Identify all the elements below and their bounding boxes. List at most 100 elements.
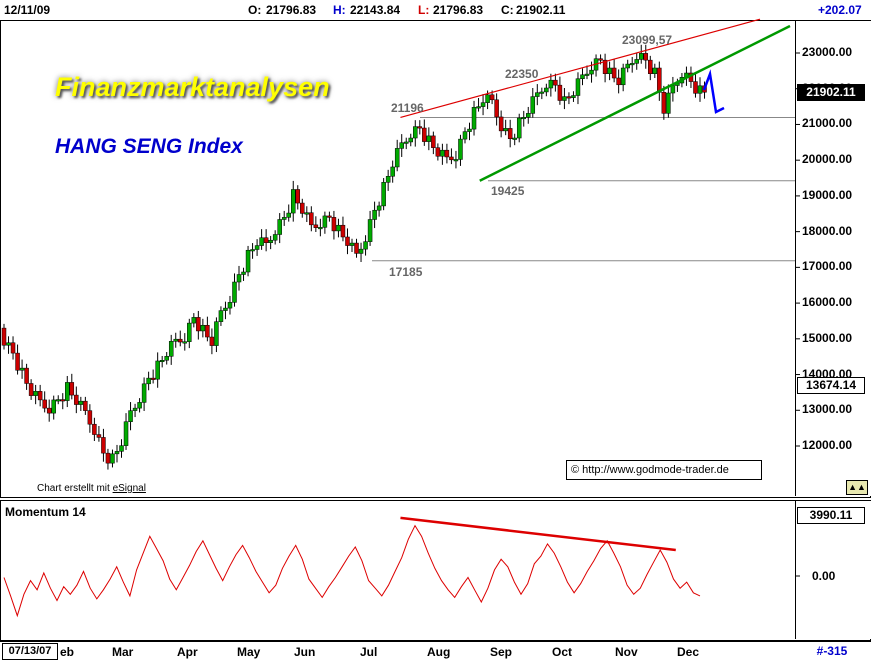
candle-up [232, 281, 237, 303]
candle-up [227, 302, 233, 309]
start-date-box[interactable]: 07/13/07 [2, 643, 58, 660]
candle-up [78, 400, 84, 405]
candle-up [403, 141, 409, 144]
candle-up [182, 341, 188, 344]
candle-up [467, 128, 472, 132]
candle-down [693, 81, 698, 94]
high-value: 22143.84 [350, 3, 401, 17]
candle-up [625, 63, 630, 69]
candle-down [74, 394, 79, 405]
candle-down [87, 410, 93, 425]
candle-up [512, 137, 517, 140]
candle-down [661, 92, 667, 114]
candle-up [191, 317, 197, 324]
candle-up [394, 148, 400, 168]
candle-down [46, 407, 52, 414]
candle-down [24, 367, 29, 384]
candle-up [33, 391, 38, 396]
candle-up [462, 131, 468, 140]
candle-up [304, 212, 310, 215]
candle-down [83, 400, 88, 411]
candle-up [245, 249, 251, 273]
price-tick-label: 16000.00 [802, 295, 853, 310]
candle-up [458, 138, 463, 160]
momentum-line [3, 524, 701, 618]
momentum-axis[interactable] [795, 501, 871, 639]
candle-up [173, 338, 178, 342]
candle-up [218, 310, 224, 322]
momentum-zero-label: 0.00 [812, 569, 836, 583]
momentum-upper-box: 3990.11 [797, 507, 865, 524]
candle-up [114, 451, 120, 455]
candle-up [372, 209, 377, 220]
candle-up [666, 92, 671, 114]
candle-down [611, 67, 617, 79]
candle-up [19, 367, 25, 371]
candle-up [580, 74, 585, 79]
price-panel[interactable] [0, 20, 871, 498]
scale-toggle-icon[interactable]: ▲▲ [846, 480, 868, 495]
month-label: Dec [677, 645, 700, 659]
candle-up [250, 249, 255, 252]
candle-down [657, 67, 662, 93]
candle-down [340, 224, 346, 238]
candle-up [575, 78, 581, 96]
price-tick-label: 23000.00 [802, 45, 853, 59]
candle-down [494, 99, 499, 118]
candle-up [290, 189, 296, 214]
candle-down [150, 377, 156, 380]
main-title: Finanzmarktanalysen [55, 72, 330, 102]
candle-up [453, 159, 459, 162]
candle-up [281, 217, 287, 220]
copyright-box: © http://www.godmode-trader.de [566, 460, 762, 480]
candle-up [187, 322, 192, 342]
candle-up [286, 212, 291, 218]
low-value: 21796.83 [433, 3, 484, 17]
month-label: Sep [490, 645, 513, 659]
candle-down [105, 452, 111, 464]
open-value: 21796.83 [266, 3, 317, 17]
candle-down [37, 391, 43, 401]
esignal-link[interactable]: eSignal [112, 483, 146, 494]
candle-up [137, 402, 142, 409]
candle-up [159, 360, 165, 363]
candle-up [584, 73, 590, 76]
candle-down [489, 94, 495, 101]
candle-down [28, 383, 34, 396]
last-price-box: 21902.11 [797, 84, 865, 101]
candle-down [449, 156, 454, 161]
candle-up [480, 102, 486, 107]
candle-up [697, 85, 703, 94]
candle-up [277, 219, 282, 235]
candle-down [345, 236, 350, 246]
price-marker-box: 13674.14 [797, 377, 865, 394]
month-label: Aug [427, 645, 451, 659]
annotation-21196: 21196 [391, 101, 424, 115]
candle-up [141, 383, 147, 403]
candle-down [196, 317, 201, 332]
time-axis[interactable] [0, 641, 871, 664]
candle-up [223, 307, 228, 311]
candle-up [349, 242, 355, 246]
month-label: Jul [360, 645, 378, 659]
annotation-23099: 23099,57 [622, 33, 673, 47]
candle-down [42, 399, 47, 409]
candle-up [385, 176, 391, 183]
price-tick-label: 18000.00 [802, 223, 853, 238]
price-tick-label: 12000.00 [802, 438, 853, 452]
candle-up [471, 107, 477, 130]
candle-up [503, 128, 508, 132]
candle-up [318, 227, 323, 230]
candle-down [616, 77, 621, 86]
candle-up [381, 182, 386, 207]
candle-up [634, 59, 639, 64]
candle-up [539, 91, 545, 94]
momentum-title: Momentum 14 [5, 505, 86, 519]
candle-up [485, 94, 490, 103]
candle-down [209, 336, 215, 346]
candle-down [602, 59, 608, 74]
close-label: C: [501, 3, 514, 17]
candle-down [648, 59, 653, 74]
candle-up [268, 239, 273, 243]
